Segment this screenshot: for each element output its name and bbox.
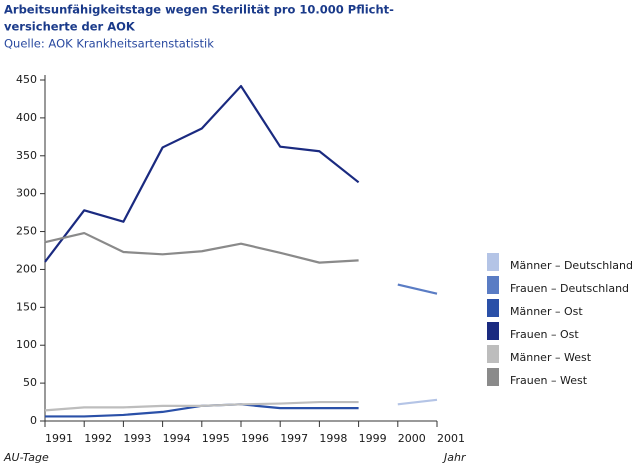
legend-label: Frauen – Ost [510,328,579,341]
chart-subtitle: Quelle: AOK Krankheitsartenstatistik [4,37,214,51]
legend-label: Frauen – West [510,374,588,387]
legend-label: Männer – Ost [510,305,583,318]
y-tick-label: 100 [16,338,37,351]
x-tick-label: 1992 [84,432,112,445]
y-tick-label: 400 [16,111,37,124]
y-tick-label: 450 [16,73,37,86]
y-tick-label: 150 [16,300,37,313]
legend-swatch [487,276,499,294]
chart-title: versicherte der AOK [4,20,136,34]
y-tick-label: 250 [16,225,37,238]
y-tick-label: 300 [16,187,37,200]
x-tick-label: 1996 [241,432,269,445]
x-tick-label: 1997 [280,432,308,445]
legend-swatch [487,299,499,317]
y-tick-label: 200 [16,262,37,275]
legend-label: Männer – Deutschland [510,259,633,272]
legend-swatch [487,253,499,271]
y-tick-label: 0 [30,414,37,427]
series-line [397,398,438,406]
chart-title: Arbeitsunfähigkeitstage wegen Sterilität… [4,3,394,17]
x-axis-label: Jahr [442,451,467,464]
series-line [44,231,359,264]
series-line [44,400,359,412]
legend-label: Frauen – Deutschland [510,282,629,295]
legend-swatch [487,345,499,363]
x-tick-label: 1999 [359,432,387,445]
x-tick-label: 2000 [398,432,426,445]
x-tick-label: 1991 [45,432,73,445]
y-tick-label: 350 [16,149,37,162]
x-tick-label: 1993 [123,432,151,445]
legend-label: Männer – West [510,351,592,364]
x-tick-label: 2001 [437,432,465,445]
series-line [397,283,438,295]
series-line [44,84,360,263]
legend-swatch [487,368,499,386]
x-tick-label: 1994 [163,432,191,445]
y-tick-label: 50 [23,376,37,389]
x-tick-label: 1995 [202,432,230,445]
y-axis-label: AU-Tage [3,451,49,464]
x-tick-label: 1998 [319,432,347,445]
legend-swatch [487,322,499,340]
